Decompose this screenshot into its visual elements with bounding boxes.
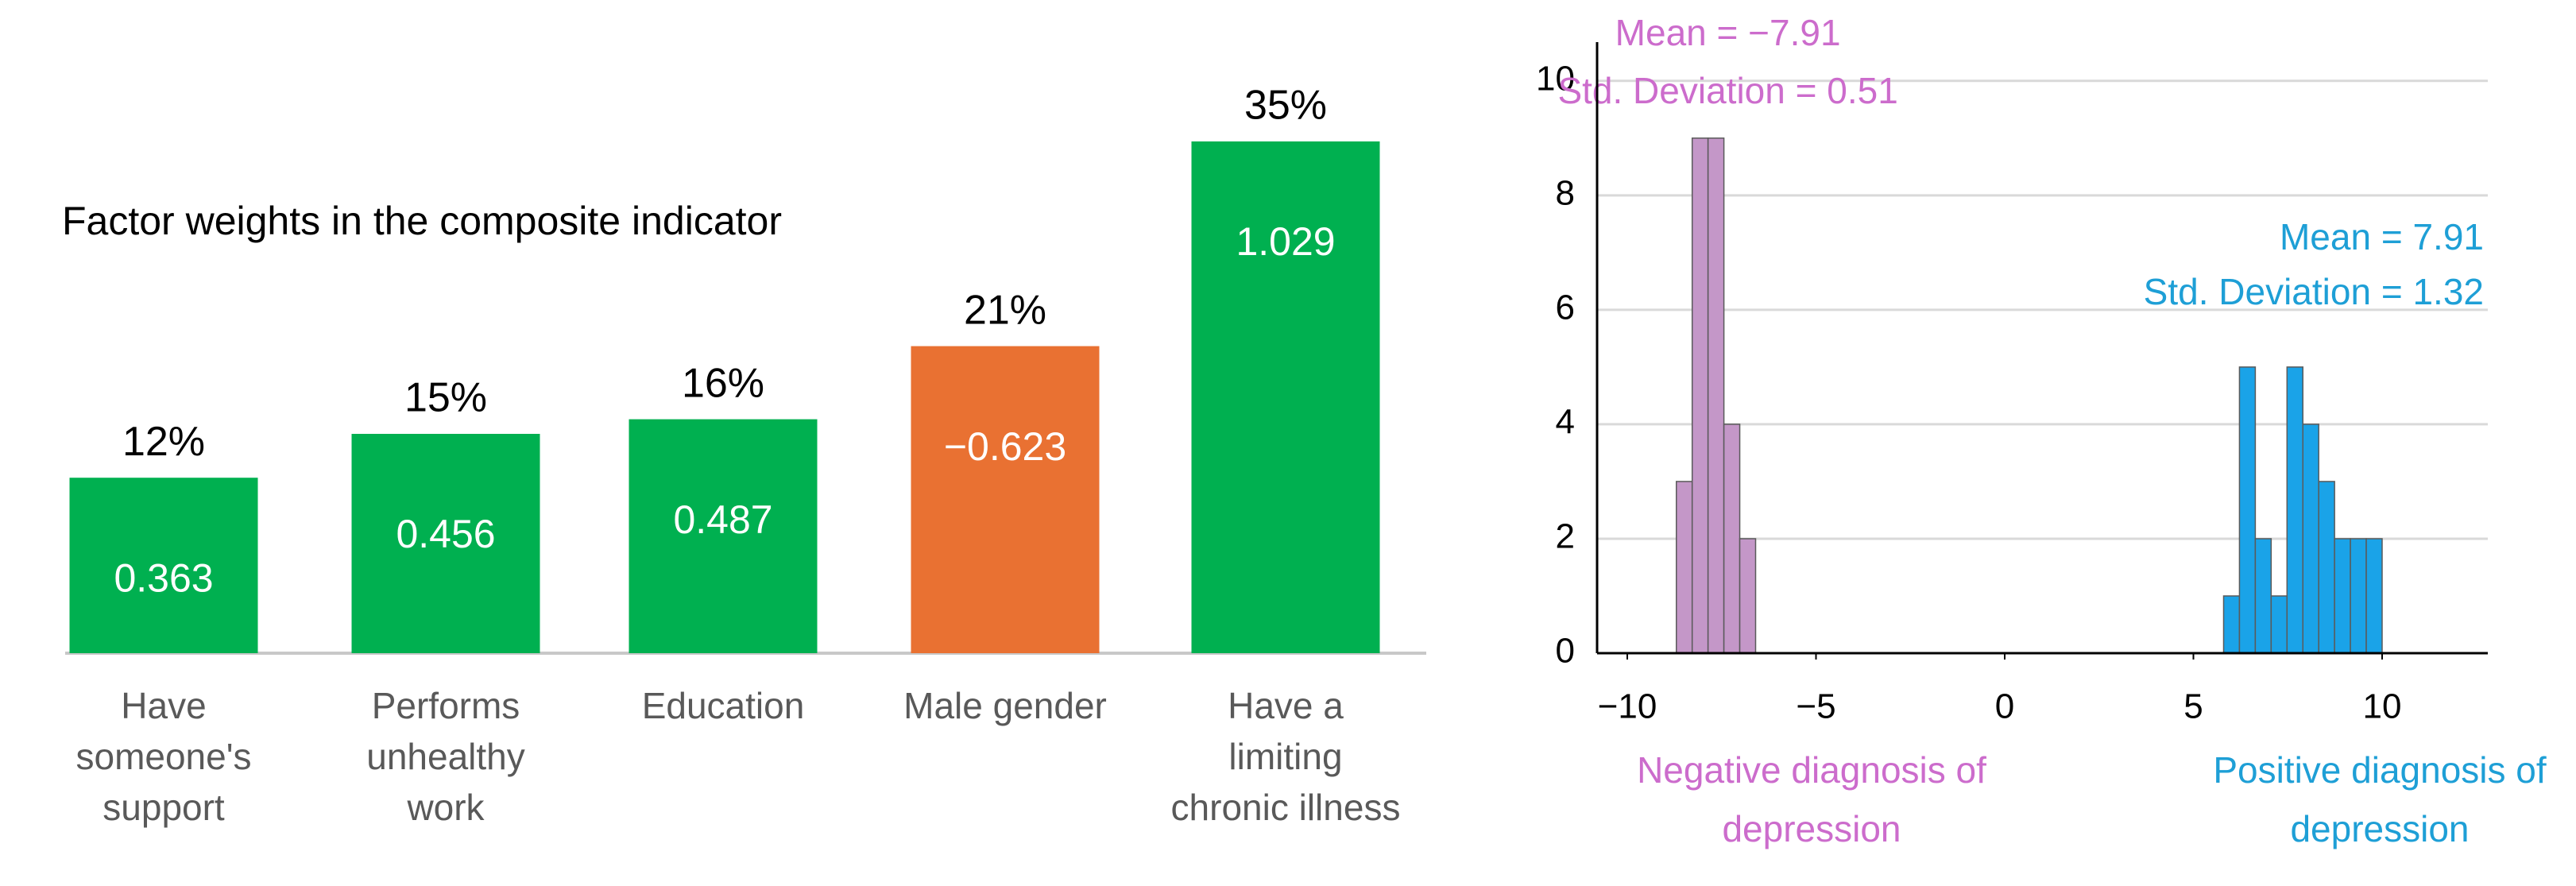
category-label: Male gender <box>903 685 1107 726</box>
series-label: Positive diagnosis of depression <box>2213 749 2547 849</box>
y-tick-label: 0 <box>1556 632 1575 671</box>
histogram-bar <box>2302 424 2319 654</box>
x-tick-label: −10 <box>1598 687 1657 726</box>
histogram-bar <box>2350 538 2367 654</box>
histogram-bar <box>2254 538 2272 654</box>
category-label-line: unhealthy <box>366 736 525 777</box>
histogram-bar <box>1723 424 1741 654</box>
y-tick-label: 4 <box>1556 403 1575 442</box>
category-label-line: someone's <box>75 736 251 777</box>
category-label-line: limiting <box>1228 736 1342 777</box>
category-label: Have someone's support <box>75 685 251 828</box>
series-label-line: Positive diagnosis of <box>2213 749 2547 791</box>
coefficient-label: 0.487 <box>673 497 772 542</box>
annotation-line: Mean = 7.91 <box>2280 216 2484 257</box>
annotation-line: Std. Deviation = 1.32 <box>2144 271 2484 312</box>
histogram-bar <box>2318 481 2335 654</box>
histogram-bar <box>2334 538 2351 654</box>
bar <box>351 434 540 653</box>
coefficient-label: 1.029 <box>1236 219 1335 264</box>
coefficient-label: −0.623 <box>944 424 1066 469</box>
histogram-bar <box>2238 366 2257 654</box>
category-label-line: support <box>102 787 225 828</box>
category-label-line: Male gender <box>903 685 1107 726</box>
series-label-line: Negative diagnosis of <box>1637 749 1986 791</box>
category-label-line: work <box>406 787 485 828</box>
histogram-bar <box>2286 366 2304 654</box>
category-label-line: Have a <box>1228 685 1344 726</box>
histogram-bar <box>2222 595 2241 654</box>
x-tick-label: 10 <box>2363 687 2402 726</box>
bar <box>911 346 1100 653</box>
y-tick-label: 10 <box>1536 59 1575 98</box>
histogram-bar <box>2270 595 2288 654</box>
series-label-line: depression <box>1722 808 1901 849</box>
bar <box>1191 141 1380 653</box>
series-label: Negative diagnosis of depression <box>1637 749 1986 849</box>
value-label: 35% <box>1244 83 1327 129</box>
annotation-line: Std. Deviation = 0.51 <box>1557 70 1897 111</box>
histogram-bar <box>1691 137 1709 654</box>
category-label-line: Performs <box>372 685 520 726</box>
value-label: 12% <box>122 419 205 465</box>
annotation-line: Mean = −7.91 <box>1615 12 1841 53</box>
category-label-line: Education <box>642 685 805 726</box>
category-label-line: Have <box>121 685 206 726</box>
histogram-bar <box>1739 538 1757 654</box>
histogram-bar <box>2365 538 2383 654</box>
value-label: 16% <box>682 360 764 406</box>
chart-title: Factor weights in the composite indicato… <box>62 199 782 243</box>
y-tick-label: 8 <box>1556 173 1575 212</box>
bar <box>69 478 258 653</box>
histogram-bar <box>1707 137 1725 654</box>
series-label-line: depression <box>2290 808 2469 849</box>
histogram-bar <box>1676 481 1693 654</box>
y-tick-label: 6 <box>1556 288 1575 327</box>
category-label: Education <box>642 685 805 726</box>
x-tick-label: −5 <box>1796 687 1835 726</box>
annotation: Mean = 7.91 Std. Deviation = 1.32 <box>2144 216 2484 312</box>
bar <box>629 419 818 653</box>
category-label-line: chronic illness <box>1171 787 1401 828</box>
value-label: 21% <box>964 287 1046 333</box>
x-tick-label: 0 <box>1995 687 2014 726</box>
annotation: Mean = −7.91 Std. Deviation = 0.51 <box>1557 12 1897 111</box>
y-tick-label: 2 <box>1556 517 1575 556</box>
category-label: Have a limiting chronic illness <box>1171 685 1401 828</box>
value-label: 15% <box>404 375 487 421</box>
coefficient-label: 0.456 <box>396 512 495 556</box>
coefficient-label: 0.363 <box>114 555 213 600</box>
category-label: Performs unhealthy work <box>366 685 525 828</box>
x-tick-label: 5 <box>2183 687 2203 726</box>
